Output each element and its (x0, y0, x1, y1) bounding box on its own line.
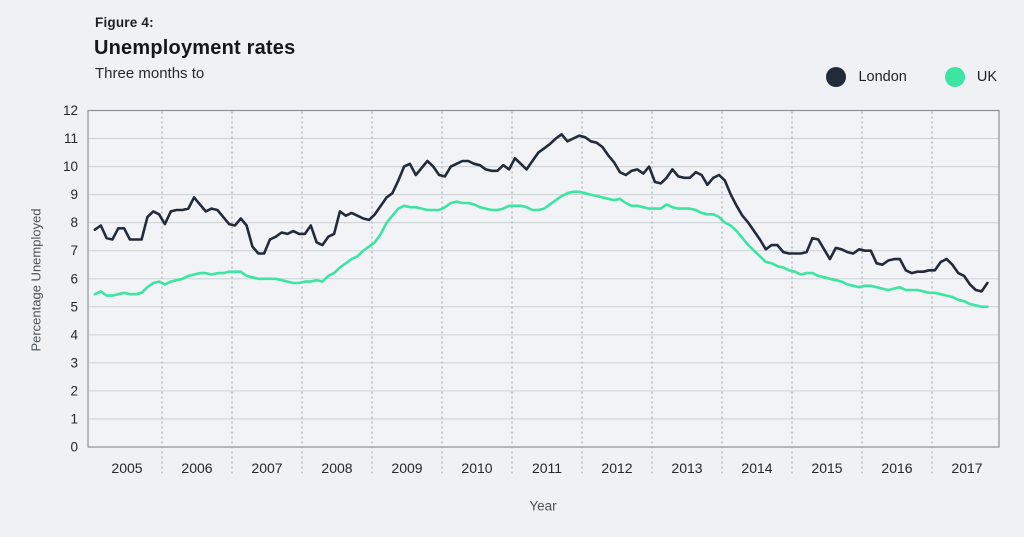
x-tick-label: 2016 (881, 460, 912, 476)
x-tick-label: 2015 (811, 460, 842, 476)
y-tick-label: 3 (70, 355, 78, 370)
uk-line (93, 190, 989, 309)
x-tick-label: 2012 (601, 460, 632, 476)
legend-label-london: London (858, 69, 907, 85)
y-tick-label: 9 (70, 187, 78, 202)
y-tick-label: 12 (63, 103, 78, 118)
legend-item-london: London (826, 67, 907, 87)
y-tick-label: 11 (64, 131, 78, 146)
x-tick-label: 2011 (532, 460, 562, 476)
x-tick-label: 2017 (951, 460, 982, 476)
y-tick-label: 5 (70, 299, 78, 314)
x-tick-label: 2006 (181, 460, 212, 476)
london-series-dot-icon (826, 67, 847, 87)
uk-series-dot-icon (944, 67, 965, 87)
x-tick-label: 2009 (391, 460, 422, 476)
y-tick-label: 10 (63, 159, 78, 174)
y-tick-label: 8 (70, 215, 78, 230)
y-tick-label: 1 (70, 411, 78, 426)
legend-label-uk: UK (976, 69, 997, 85)
plot-border (87, 109, 1000, 448)
y-tick-label: 0 (70, 440, 78, 455)
x-axis-title: Year (529, 498, 557, 514)
y-tick-label: 4 (70, 327, 78, 342)
london-line (93, 133, 989, 293)
figure-subtitle: Three months to (95, 65, 205, 82)
y-tick-label: 6 (70, 271, 78, 286)
legend-item-uk: UK (944, 67, 997, 87)
y-tick-label: 2 (70, 383, 78, 398)
x-tick-label: 2007 (251, 460, 282, 476)
x-tick-label: 2014 (741, 460, 772, 476)
figure-title: Unemployment rates (94, 37, 296, 59)
x-tick-label: 2008 (321, 460, 352, 476)
x-tick-label: 2010 (461, 460, 492, 476)
y-tick-label: 7 (70, 243, 78, 258)
chart-legend: London UK (826, 67, 997, 87)
y-axis-title: Percentage Unemployed (28, 208, 44, 352)
x-tick-label: 2005 (111, 460, 142, 476)
x-tick-label: 2013 (671, 460, 702, 476)
figure-number-label: Figure 4: (95, 15, 154, 30)
